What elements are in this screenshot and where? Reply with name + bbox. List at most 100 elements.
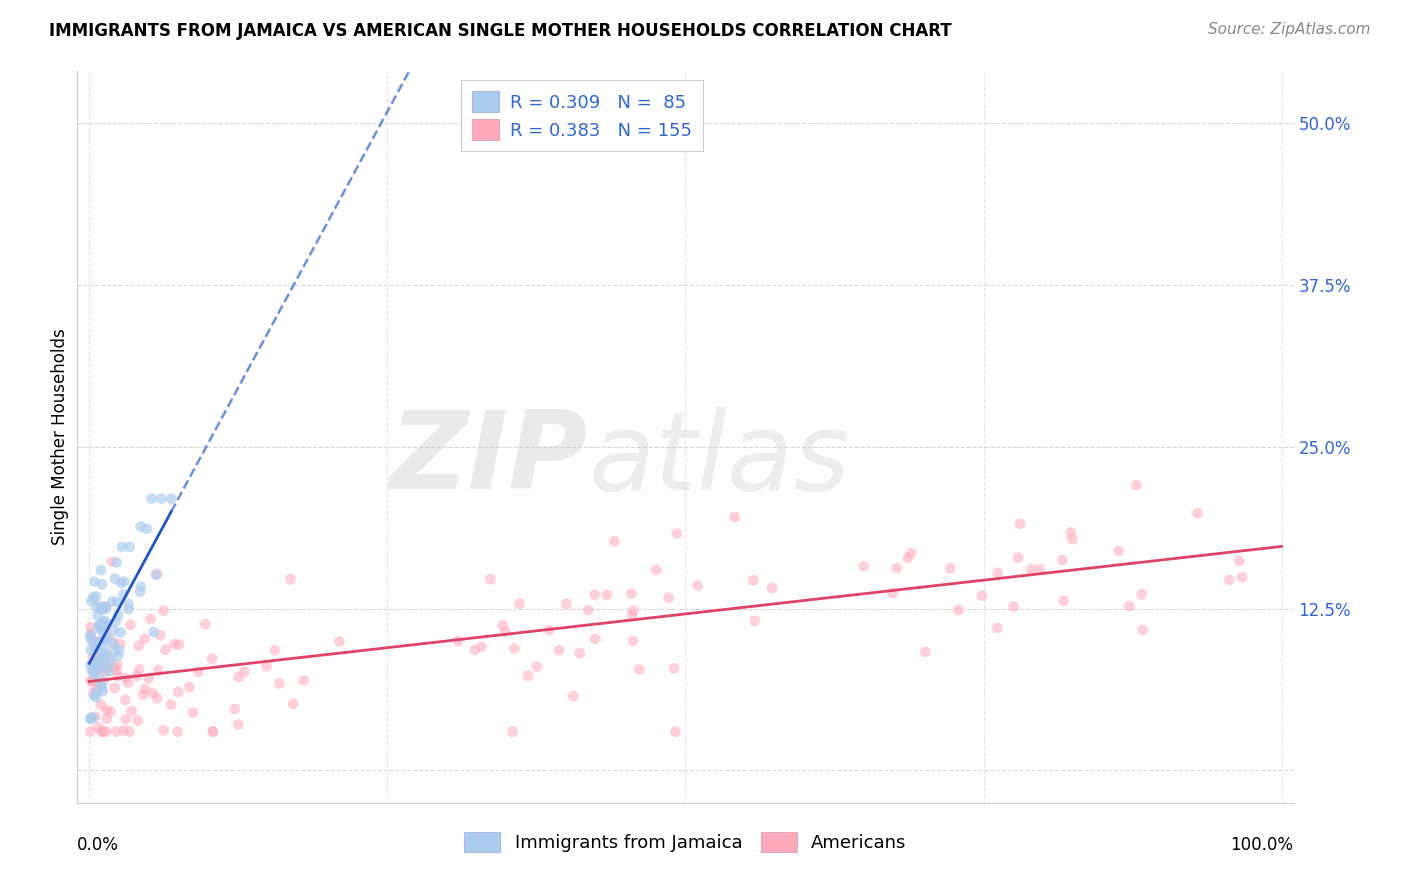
Point <box>80 674 103 689</box>
Point <box>1019 562 1042 576</box>
Point <box>134 682 156 697</box>
Point <box>104 572 127 586</box>
Point <box>80 712 103 726</box>
Point <box>91 603 114 617</box>
Point <box>80 643 103 657</box>
Point <box>84 683 107 698</box>
Point <box>96 703 118 717</box>
Point <box>90 676 112 690</box>
Point <box>87 648 110 662</box>
Point <box>494 624 516 639</box>
Point <box>120 618 142 632</box>
Point <box>89 618 111 632</box>
Point <box>83 574 105 589</box>
Point <box>179 680 201 694</box>
Point <box>112 587 135 601</box>
Point <box>83 641 105 656</box>
Point <box>82 664 104 678</box>
Point <box>160 698 183 712</box>
Point <box>105 657 128 672</box>
Point <box>105 663 128 677</box>
Point <box>568 646 591 660</box>
Point <box>90 724 112 739</box>
Point <box>91 681 114 695</box>
Point <box>91 724 114 739</box>
Point <box>127 714 149 728</box>
Point <box>104 681 127 695</box>
Point <box>269 676 291 690</box>
Point <box>228 670 250 684</box>
Point <box>97 658 120 673</box>
Point <box>83 689 105 703</box>
Point <box>86 658 108 673</box>
Point <box>86 600 108 615</box>
Point <box>93 616 115 631</box>
Y-axis label: Single Mother Households: Single Mother Households <box>51 329 69 545</box>
Point <box>664 724 686 739</box>
Point <box>233 665 256 679</box>
Point <box>596 588 619 602</box>
Point <box>744 614 766 628</box>
Point <box>97 650 120 665</box>
Point <box>201 724 224 739</box>
Point <box>160 491 183 506</box>
Text: Source: ZipAtlas.com: Source: ZipAtlas.com <box>1208 22 1371 37</box>
Point <box>86 640 108 654</box>
Point <box>128 662 150 676</box>
Point <box>117 676 139 690</box>
Point <box>118 597 141 611</box>
Point <box>89 671 111 685</box>
Point <box>96 662 118 676</box>
Point <box>914 645 936 659</box>
Point <box>101 634 124 648</box>
Point <box>141 491 163 506</box>
Point <box>84 590 107 604</box>
Point <box>256 659 278 673</box>
Point <box>104 724 127 739</box>
Point <box>1227 554 1250 568</box>
Point <box>146 691 169 706</box>
Point <box>91 615 114 629</box>
Point <box>167 685 190 699</box>
Point <box>79 724 101 739</box>
Point <box>86 685 108 699</box>
Point <box>118 540 141 554</box>
Point <box>103 644 125 658</box>
Point <box>686 578 709 592</box>
Point <box>742 574 765 588</box>
Point <box>986 621 1008 635</box>
Text: 100.0%: 100.0% <box>1230 836 1294 854</box>
Point <box>479 572 502 586</box>
Point <box>86 608 108 623</box>
Point <box>328 634 350 648</box>
Point <box>90 601 112 615</box>
Point <box>101 624 124 638</box>
Point <box>155 642 177 657</box>
Point <box>129 519 152 533</box>
Point <box>93 650 115 665</box>
Point <box>583 632 606 646</box>
Point <box>517 669 540 683</box>
Point <box>620 587 643 601</box>
Point <box>94 664 117 678</box>
Point <box>280 572 302 586</box>
Point <box>86 661 108 675</box>
Point <box>110 625 132 640</box>
Point <box>142 686 165 700</box>
Point <box>121 704 143 718</box>
Point <box>548 643 571 657</box>
Point <box>90 563 112 577</box>
Point <box>724 510 747 524</box>
Point <box>86 674 108 689</box>
Point <box>138 671 160 685</box>
Point <box>187 665 209 679</box>
Point <box>105 556 128 570</box>
Point <box>94 599 117 614</box>
Point <box>1118 599 1140 613</box>
Point <box>108 643 131 657</box>
Point <box>105 595 128 609</box>
Point <box>83 657 105 671</box>
Point <box>87 720 110 734</box>
Point <box>1060 525 1083 540</box>
Point <box>96 647 118 661</box>
